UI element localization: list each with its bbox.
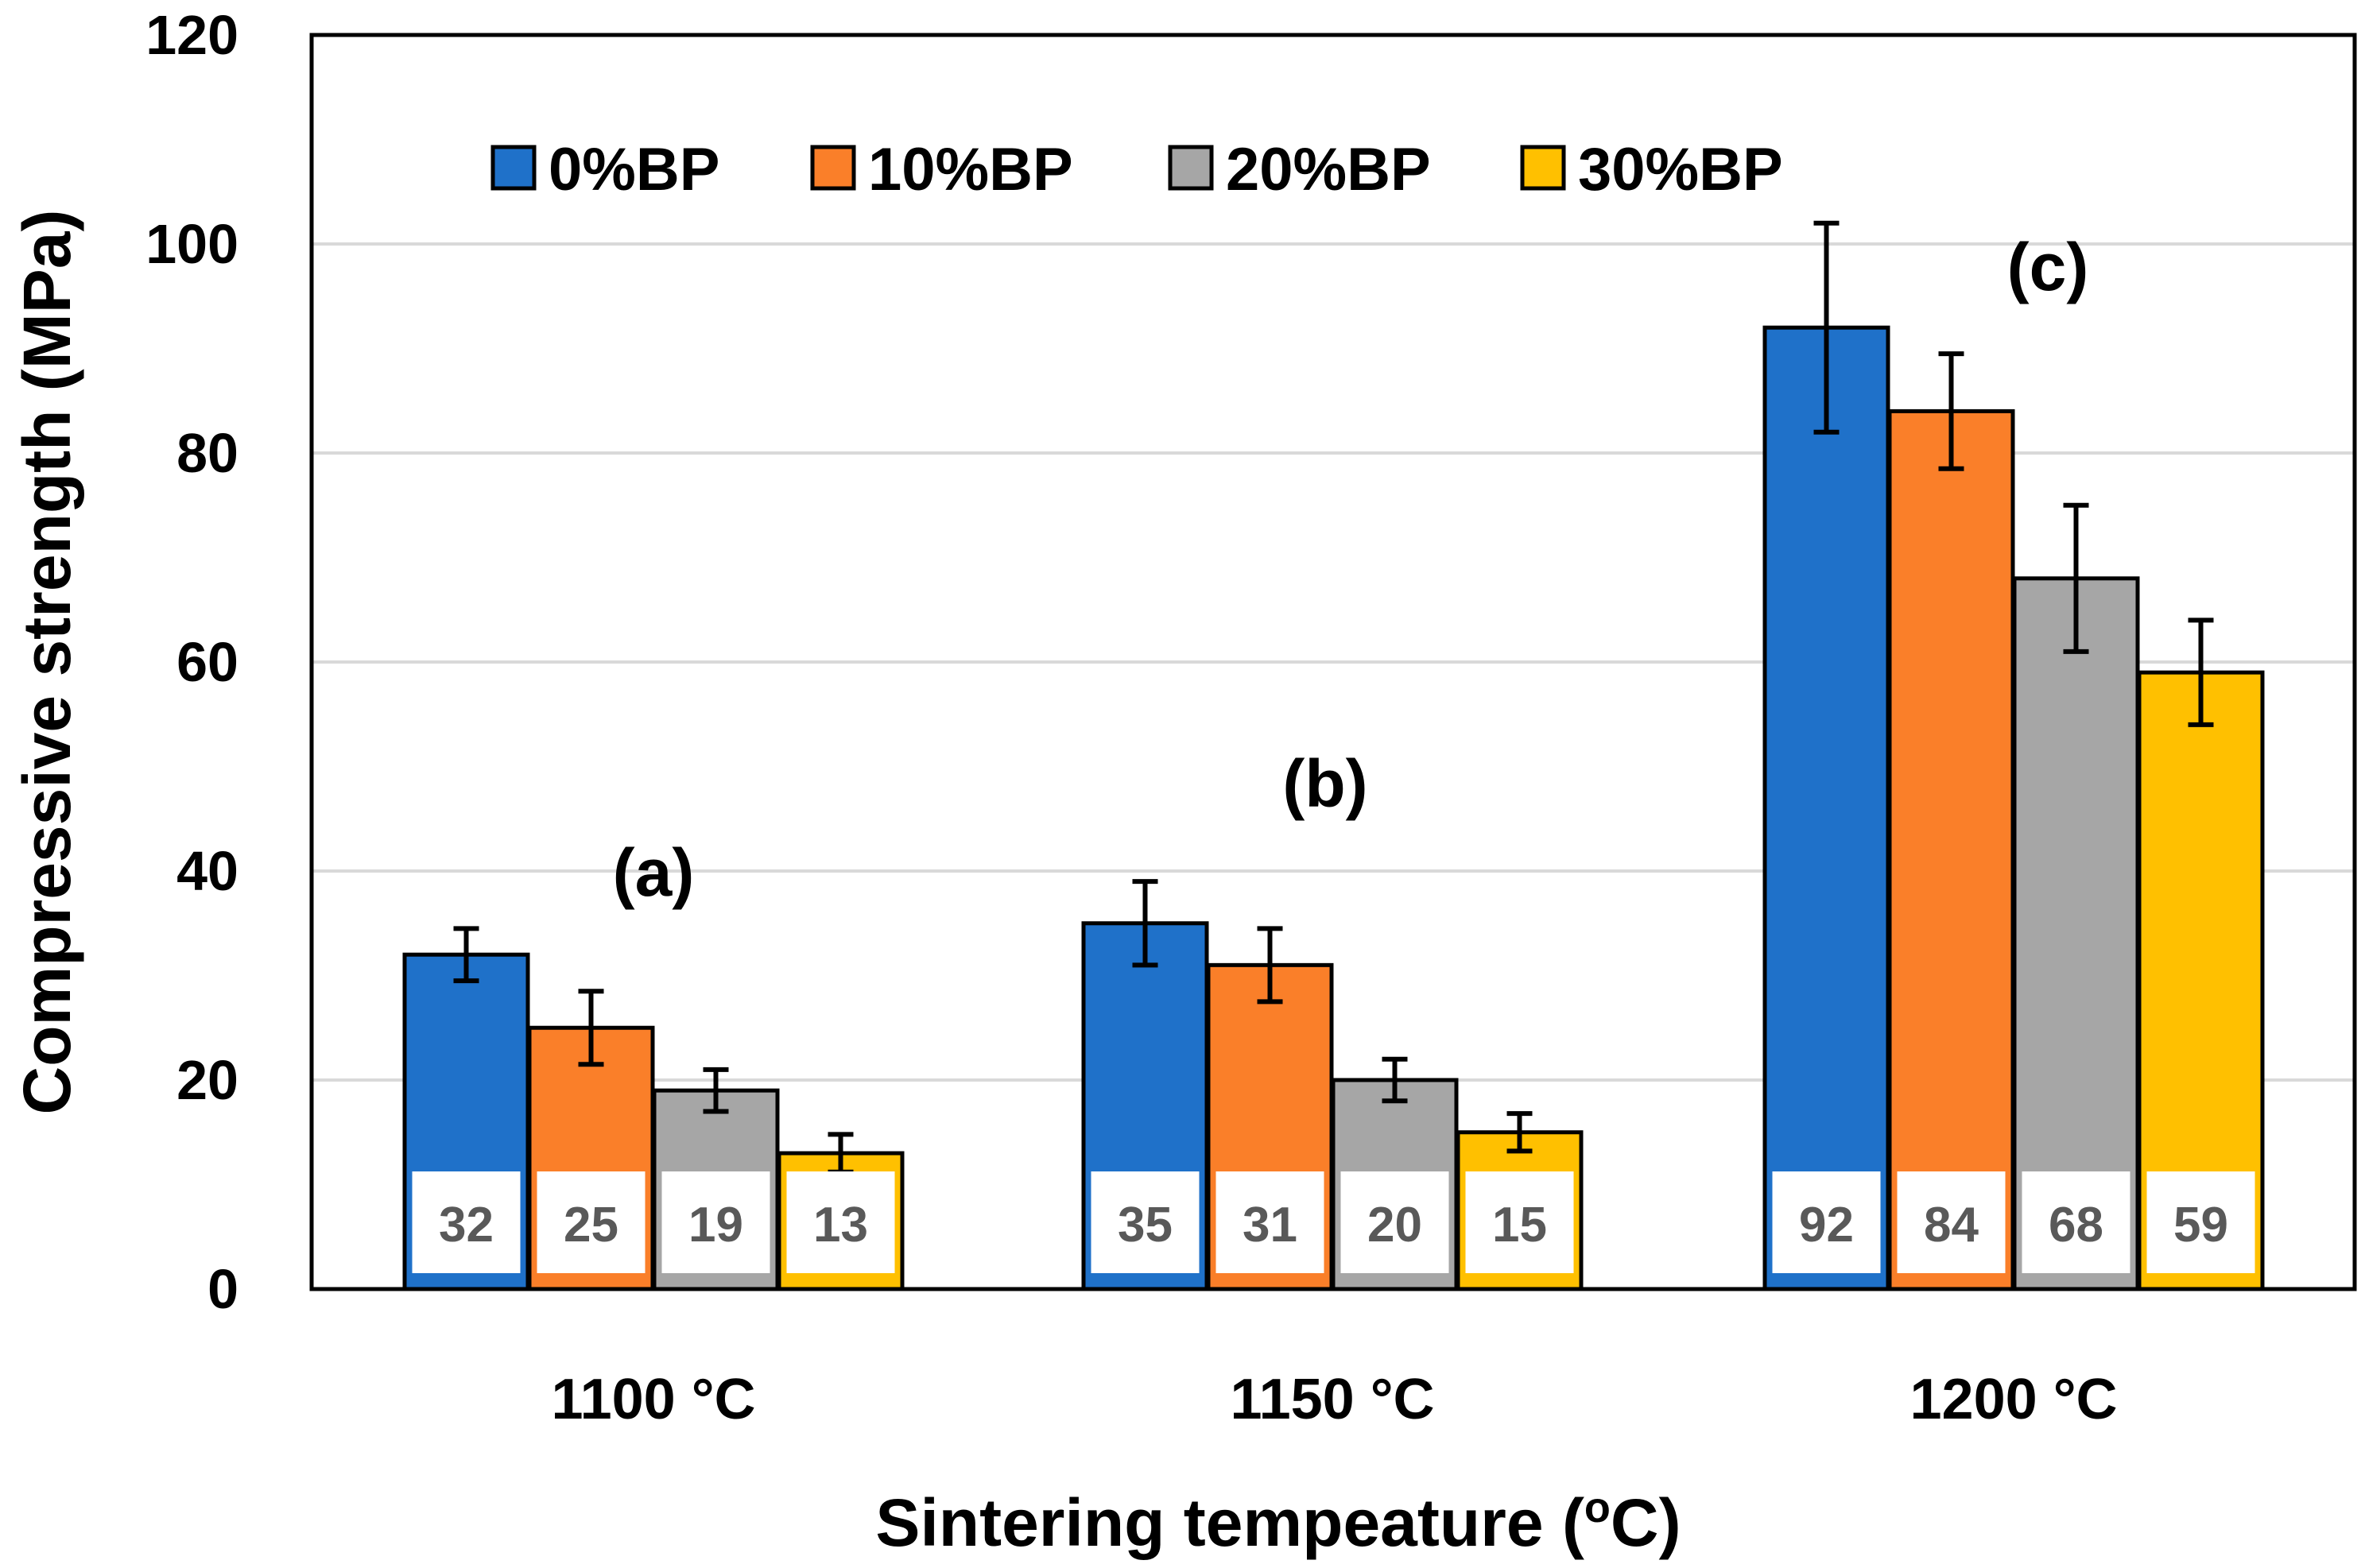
legend-swatch <box>1168 145 1214 191</box>
x-tick-label-2: 1200 °C <box>1910 1368 2118 1431</box>
legend-label: 20%BP <box>1226 136 1431 203</box>
x-axis-title-main: Sintering tempeature <box>875 1485 1543 1560</box>
data-labels: 32 25 19 13 35 31 20 15 92 84 68 59 <box>412 1171 2255 1273</box>
error-bar-30%BP-1 <box>1506 1111 1533 1154</box>
legend-item-30%BP: 30%BP <box>1520 136 1783 203</box>
y-tick-label-60: 60 <box>176 631 238 693</box>
x-axis-title-unit-rest: C) <box>1611 1485 1681 1560</box>
y-tick-label-80: 80 <box>176 422 238 484</box>
y-tick-label-120: 120 <box>145 4 238 66</box>
bar-10%BP-2 <box>1887 408 2015 1291</box>
data-label-30%BP-2: 59 <box>2146 1171 2255 1273</box>
error-bar-20%BP-2 <box>2063 502 2089 654</box>
legend-swatch <box>1520 145 1566 191</box>
error-bar-10%BP-0 <box>578 989 604 1067</box>
error-bar-0%BP-1 <box>1132 879 1158 968</box>
data-label-30%BP-0: 13 <box>786 1171 895 1273</box>
data-label-10%BP-2: 84 <box>1897 1171 2006 1273</box>
svg-text:59: 59 <box>2173 1198 2228 1252</box>
legend-label: 0%BP <box>549 136 719 203</box>
legend-item-10%BP: 10%BP <box>810 136 1073 203</box>
legend-label: 30%BP <box>1578 136 1783 203</box>
y-tick-label-20: 20 <box>176 1049 238 1111</box>
svg-text:20: 20 <box>1367 1198 1422 1252</box>
annotation-0: (a) <box>613 835 695 910</box>
legend-label: 10%BP <box>868 136 1073 203</box>
error-bar-20%BP-0 <box>703 1067 729 1114</box>
svg-text:15: 15 <box>1492 1198 1547 1252</box>
svg-text:35: 35 <box>1118 1198 1173 1252</box>
error-bar-10%BP-2 <box>1938 351 1964 471</box>
error-bars <box>453 220 2214 1175</box>
data-label-0%BP-2: 92 <box>1772 1171 1881 1273</box>
data-label-20%BP-2: 68 <box>2022 1171 2130 1273</box>
bar-0%BP-2 <box>1762 325 1890 1291</box>
y-tick-label-0: 0 <box>207 1258 238 1320</box>
group-annotations: (a) (b) (c) <box>613 230 2089 910</box>
svg-text:25: 25 <box>564 1198 618 1252</box>
svg-text:31: 31 <box>1243 1198 1297 1252</box>
svg-text:92: 92 <box>1799 1198 1854 1252</box>
x-axis-category-labels: 1100 °C 1150 °C 1200 °C <box>552 1368 2118 1431</box>
annotation-1: (b) <box>1282 746 1367 821</box>
legend: 0%BP 10%BP 20%BP 30%BP <box>490 136 1783 203</box>
data-label-30%BP-1: 15 <box>1465 1171 1574 1273</box>
x-tick-label-1: 1150 °C <box>1231 1368 1435 1431</box>
svg-text:13: 13 <box>813 1198 868 1252</box>
data-label-0%BP-0: 32 <box>412 1171 521 1273</box>
data-label-10%BP-0: 25 <box>537 1171 646 1273</box>
x-tick-label-0: 1100 °C <box>552 1368 756 1431</box>
legend-item-20%BP: 20%BP <box>1168 136 1431 203</box>
legend-swatch <box>810 145 856 191</box>
data-label-10%BP-1: 31 <box>1215 1171 1324 1273</box>
svg-text:32: 32 <box>439 1198 494 1252</box>
y-tick-label-40: 40 <box>176 840 238 902</box>
svg-text:84: 84 <box>1924 1198 1979 1252</box>
y-axis-title: Compressive strength (MPa) <box>10 210 84 1115</box>
y-tick-label-100: 100 <box>145 213 238 275</box>
error-bar-0%BP-0 <box>453 926 479 984</box>
x-axis-title-unit-sup: o <box>1584 1484 1611 1531</box>
data-label-20%BP-0: 19 <box>661 1171 770 1273</box>
svg-text:68: 68 <box>2049 1198 2103 1252</box>
svg-text:19: 19 <box>688 1198 743 1252</box>
plot-area-frame <box>309 33 2357 1291</box>
legend-item-0%BP: 0%BP <box>490 136 719 203</box>
y-axis-ticks: 0 20 40 60 80 100 120 <box>145 4 238 1320</box>
data-label-0%BP-1: 35 <box>1091 1171 1200 1273</box>
data-label-20%BP-1: 20 <box>1340 1171 1449 1273</box>
error-bar-30%BP-2 <box>2188 618 2214 727</box>
x-axis-title-unit-open: ( <box>1562 1485 1584 1560</box>
error-bar-10%BP-1 <box>1257 926 1283 1005</box>
error-bar-0%BP-2 <box>1813 220 1840 435</box>
annotation-2: (c) <box>2007 230 2089 304</box>
legend-swatch <box>490 145 537 191</box>
x-axis-title: Sintering tempeature (oC) <box>875 1484 1681 1560</box>
error-bar-20%BP-1 <box>1382 1056 1408 1104</box>
